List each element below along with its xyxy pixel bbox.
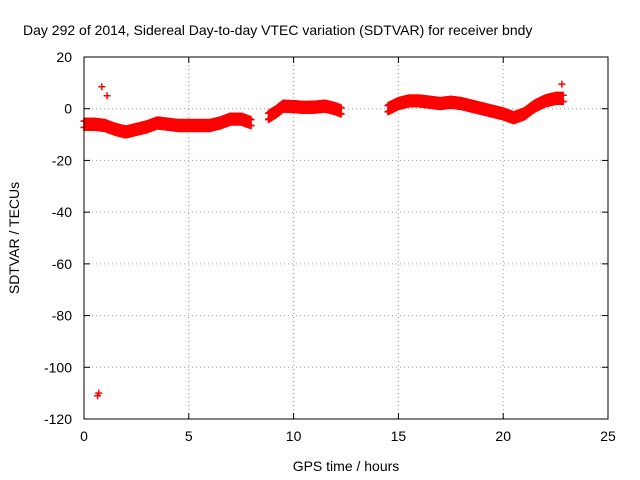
x-tick-label: 5 (185, 428, 193, 444)
y-tick-label: -120 (44, 411, 72, 427)
y-tick-label: -100 (44, 359, 72, 375)
y-tick-label: 0 (64, 101, 72, 117)
y-tick-label: -20 (52, 152, 72, 168)
outlier-point (95, 389, 103, 397)
x-tick-label: 0 (80, 428, 88, 444)
data-point (337, 110, 345, 118)
x-tick-label: 15 (391, 428, 407, 444)
plot-frame (83, 56, 609, 420)
tick-labels: 0 5 10 15 20 25 -120 -100 -80 -60 -40 -20 0 20 (44, 49, 616, 444)
y-tick-label: -60 (52, 256, 72, 272)
outlier-point (103, 92, 111, 100)
x-tick-label: 20 (495, 428, 511, 444)
chart-title: Day 292 of 2014, Sidereal Day-to-day VTE… (23, 22, 532, 38)
outlier-point (98, 83, 106, 91)
data-point (247, 122, 255, 130)
data-points (80, 80, 567, 400)
y-tick-label: -40 (52, 204, 72, 220)
data-point (337, 104, 345, 112)
y-tick-label: -80 (52, 308, 72, 324)
x-axis-label: GPS time / hours (293, 458, 400, 474)
outlier-point (558, 80, 566, 88)
x-tick-label: 25 (600, 428, 616, 444)
data-point (247, 116, 255, 124)
y-axis-label: SDTVAR / TECUs (6, 182, 22, 294)
data-point (559, 97, 567, 105)
data-point (559, 91, 567, 99)
y-tick-label: 20 (56, 49, 72, 65)
x-tick-label: 10 (286, 428, 302, 444)
